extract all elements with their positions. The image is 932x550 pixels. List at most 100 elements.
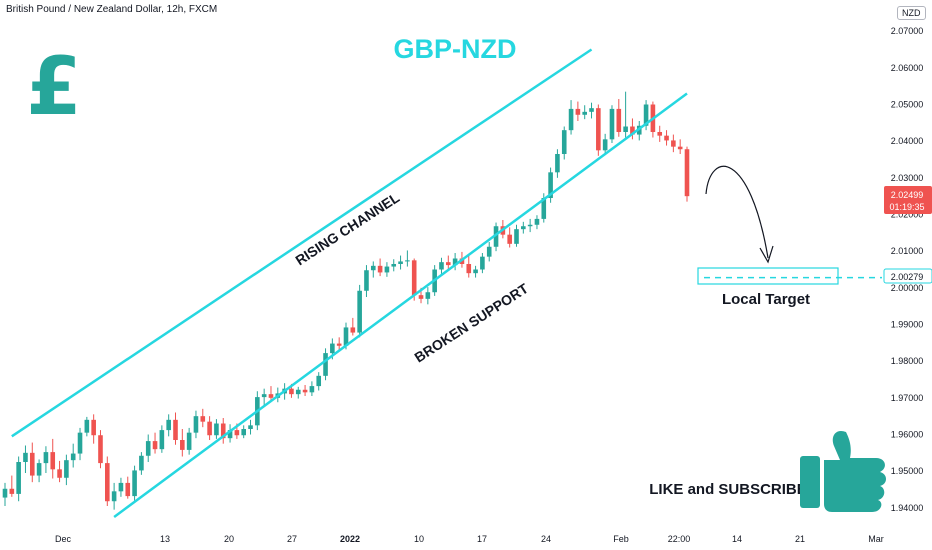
candle-body bbox=[555, 154, 560, 173]
candle bbox=[241, 425, 246, 439]
candle bbox=[466, 254, 472, 278]
candle-body bbox=[568, 108, 574, 131]
candle-body bbox=[125, 482, 131, 497]
candle bbox=[29, 442, 35, 483]
candle bbox=[405, 250, 410, 267]
x-tick-label: Feb bbox=[613, 534, 629, 544]
candle-body bbox=[343, 327, 349, 346]
candle-body bbox=[132, 470, 137, 497]
current-price-value: 2.02499 bbox=[891, 190, 924, 200]
candle-body bbox=[486, 246, 492, 257]
candle bbox=[9, 475, 15, 497]
currency-badge[interactable]: NZD bbox=[897, 6, 926, 20]
x-tick-label: Dec bbox=[55, 534, 72, 544]
candle-body bbox=[364, 270, 369, 291]
candle bbox=[186, 427, 192, 455]
target-price-tag[interactable]: 2.00279 bbox=[883, 268, 932, 284]
candle bbox=[357, 284, 362, 338]
symbol-label[interactable]: British Pound / New Zealand Dollar, 12h,… bbox=[6, 4, 218, 15]
candle bbox=[302, 385, 308, 396]
arrow-head-icon bbox=[759, 245, 774, 264]
candle bbox=[227, 424, 233, 443]
current-price-tag[interactable]: 2.02499 01:19:35 bbox=[884, 186, 932, 214]
y-tick-label: 1.98000 bbox=[891, 356, 924, 366]
candle-body bbox=[323, 353, 328, 376]
candle-body bbox=[514, 229, 519, 244]
candle-body bbox=[425, 292, 431, 299]
candle-body bbox=[220, 423, 226, 439]
candle-body bbox=[261, 394, 267, 398]
candle bbox=[480, 253, 485, 274]
x-tick-label: 14 bbox=[732, 534, 742, 544]
candle bbox=[57, 460, 62, 483]
candle-body bbox=[200, 416, 206, 422]
price-scale[interactable] bbox=[882, 0, 932, 528]
time-axis[interactable]: Dec 13 20 27 2022 10 17 24 Feb 22:00 14 21 Mar bbox=[55, 534, 884, 544]
candle-body bbox=[411, 260, 417, 296]
candle bbox=[214, 419, 219, 439]
channel-upper-line[interactable] bbox=[11, 48, 593, 438]
candle-body bbox=[227, 430, 233, 439]
x-tick-label: 13 bbox=[160, 534, 170, 544]
candle-body bbox=[139, 455, 144, 471]
candle-body bbox=[357, 290, 362, 333]
candle-body bbox=[405, 260, 410, 262]
candle bbox=[521, 221, 526, 234]
x-tick-label: 20 bbox=[224, 534, 234, 544]
candle-body bbox=[91, 419, 96, 436]
candle bbox=[473, 265, 478, 278]
channel-lower-line[interactable] bbox=[113, 92, 688, 519]
candle bbox=[452, 253, 458, 271]
candle-body bbox=[480, 256, 485, 270]
candle-body bbox=[166, 419, 171, 431]
candle bbox=[23, 445, 28, 473]
candle bbox=[77, 427, 83, 461]
candle-body bbox=[214, 423, 219, 436]
candle bbox=[493, 222, 499, 252]
candle bbox=[118, 477, 124, 497]
x-tick-label: 24 bbox=[541, 534, 551, 544]
candle-body bbox=[677, 146, 683, 150]
candle-body bbox=[145, 441, 151, 456]
candle-body bbox=[418, 295, 424, 299]
candle-body bbox=[84, 419, 90, 433]
candle bbox=[145, 434, 151, 462]
candle-body bbox=[589, 108, 594, 112]
candle bbox=[36, 459, 42, 483]
candle-body bbox=[105, 463, 110, 502]
candle bbox=[671, 134, 676, 153]
price-axis: 2.07000 2.06000 2.05000 2.04000 2.03000 2.020… bbox=[891, 26, 924, 513]
candle bbox=[111, 482, 117, 510]
candle-body bbox=[70, 453, 76, 461]
candle-body bbox=[384, 266, 390, 273]
candle bbox=[582, 105, 587, 120]
candle bbox=[364, 265, 369, 297]
x-tick-label: 27 bbox=[287, 534, 297, 544]
cta-text: LIKE and SUBSCRIBE bbox=[649, 481, 807, 498]
forecast-arrow-icon bbox=[705, 166, 769, 259]
candles-layer bbox=[2, 91, 690, 510]
candle-body bbox=[207, 421, 212, 436]
candle bbox=[323, 348, 328, 381]
candle-body bbox=[643, 104, 649, 126]
chart-title: GBP-NZD bbox=[394, 34, 517, 64]
candle-body bbox=[98, 435, 103, 464]
candle bbox=[98, 430, 103, 469]
candle-body bbox=[289, 388, 294, 395]
candle-body bbox=[180, 440, 185, 450]
candle-body bbox=[473, 269, 478, 274]
y-tick-label: 2.00000 bbox=[891, 283, 924, 293]
candle-body bbox=[534, 218, 540, 225]
candle bbox=[677, 139, 683, 154]
candle bbox=[589, 102, 594, 119]
bar-countdown: 01:19:35 bbox=[889, 202, 924, 212]
candle-body bbox=[295, 389, 301, 395]
candle bbox=[623, 91, 628, 138]
candle-body bbox=[50, 452, 56, 470]
candle-body bbox=[493, 226, 499, 247]
candle-body bbox=[268, 394, 274, 398]
candle-body bbox=[43, 452, 49, 464]
candle-body bbox=[152, 441, 158, 450]
candle bbox=[377, 258, 383, 277]
